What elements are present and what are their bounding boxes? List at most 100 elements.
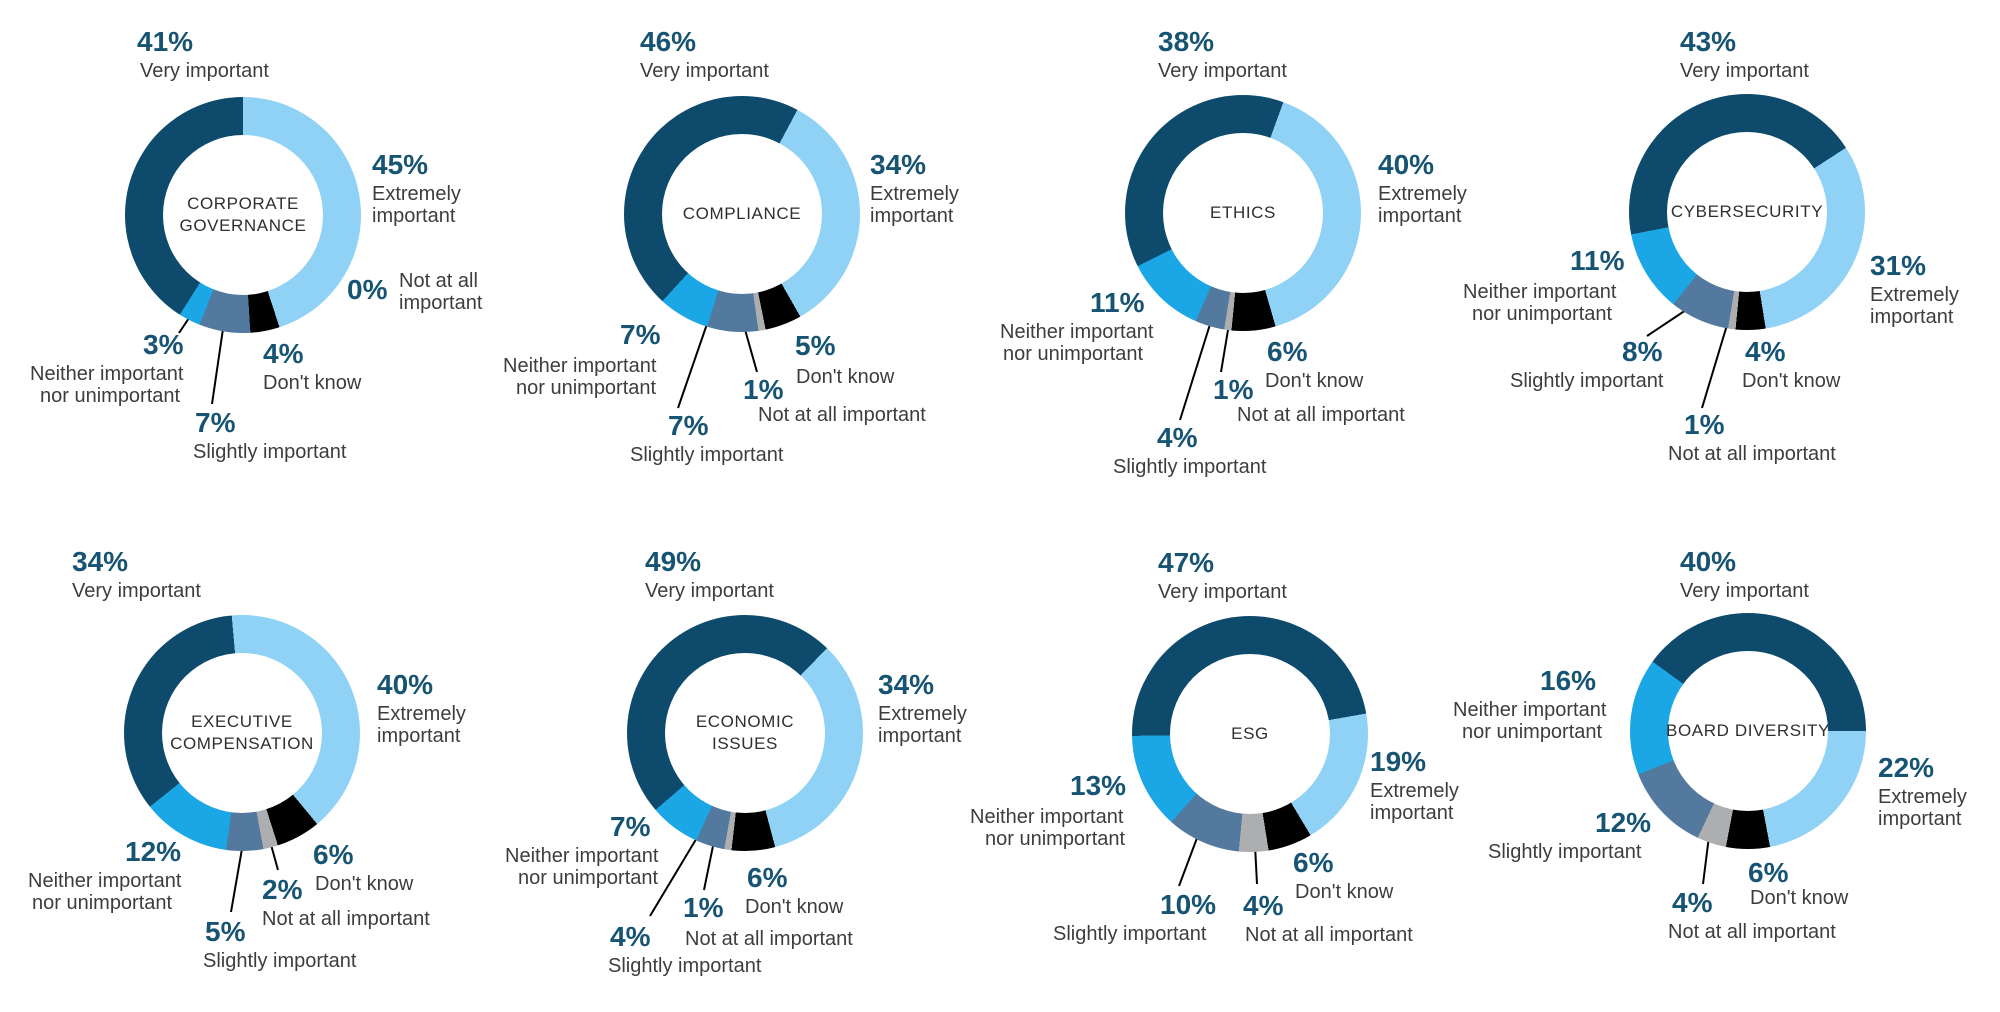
chart-center-title: COMPLIANCE [682,204,802,223]
donut-hole-cybersecurity: CYBERSECURITY [1667,132,1827,292]
category-label: Slightly important [1510,370,1664,392]
category-label: Very important [645,580,774,602]
donut-hole-corporate-governance: CORPORATE GOVERNANCE [163,135,323,295]
category-label: Not at all important [1668,443,1836,465]
percent-label: 41% [137,26,194,57]
category-label: nor unimportant [32,892,173,914]
percent-label: 6% [1748,857,1789,888]
category-label: nor unimportant [516,377,657,399]
category-label: nor unimportant [518,867,659,889]
percent-label: 43% [1680,26,1737,57]
percent-label: 4% [1745,336,1786,367]
percent-label: 1% [683,892,724,923]
percent-label: 38% [1158,26,1215,57]
percent-label: 40% [1680,546,1737,577]
category-label: Slightly important [203,950,357,972]
percent-label: 40% [1378,149,1435,180]
category-label: Not at all important [758,404,926,426]
percent-label: 16% [1540,665,1597,696]
category-label: important [372,205,456,227]
percent-label: 5% [205,916,246,947]
category-label: Very important [1158,581,1287,603]
category-label: Very important [640,60,769,82]
percent-label: 45% [372,149,429,180]
percent-label: 1% [743,374,784,405]
leader-line [1646,307,1690,337]
category-label: Extremely [878,703,967,725]
chart-center-title: ECONOMIC [695,712,795,731]
chart-center-title: GOVERNANCE [179,216,307,235]
leader-line [677,323,708,409]
leader-line [743,325,758,373]
category-label: Neither important [28,870,182,892]
category-label: important [1370,802,1454,824]
category-label: Very important [1680,60,1809,82]
donut-hole-ethics: ETHICS [1163,133,1323,293]
category-label: Not at all [399,270,478,292]
category-label: Neither important [970,806,1124,828]
category-label: nor unimportant [1003,343,1144,365]
category-label: Not at all important [1245,924,1413,946]
category-label: Don't know [1295,881,1394,903]
leader-line [1702,835,1710,885]
percent-label: 10% [1160,889,1217,920]
percent-label: 7% [610,811,651,842]
category-label: Slightly important [193,441,347,463]
donut-hole-executive-compensation: EXECUTIVE COMPENSATION [162,653,322,813]
percent-label: 3% [143,329,184,360]
percent-label: 34% [72,546,129,577]
category-label: Slightly important [1488,841,1642,863]
category-label: Slightly important [1053,923,1207,945]
percent-label: 6% [747,862,788,893]
category-label: Neither important [1463,281,1617,303]
category-label: Extremely [1870,284,1959,306]
leader-line [703,840,715,891]
category-label: Extremely [1378,183,1467,205]
category-label: Neither important [503,355,657,377]
percent-label: 12% [1595,807,1652,838]
category-label: Extremely [870,183,959,205]
percent-label: 47% [1158,547,1215,578]
category-label: Don't know [263,372,362,394]
percent-label: 34% [878,669,935,700]
category-label: Don't know [1742,370,1841,392]
percent-label: 40% [377,669,434,700]
category-label: Don't know [1265,370,1364,392]
category-label: Extremely [1370,780,1459,802]
percent-label: 22% [1878,752,1935,783]
category-label: Not at all important [685,928,853,950]
percent-label: 1% [1213,374,1254,405]
percent-label: 4% [1243,890,1284,921]
category-label: nor unimportant [985,828,1126,850]
chart-center-title: ISSUES [712,734,778,753]
percent-label: 12% [125,836,182,867]
category-label: Slightly important [608,955,762,977]
category-label: important [1870,306,1954,328]
donut-hole-economic-issues: ECONOMIC ISSUES [665,653,825,813]
category-label: important [870,205,954,227]
category-label: nor unimportant [1462,721,1603,743]
percent-label: 6% [313,839,354,870]
category-label: Very important [140,60,269,82]
category-label: Neither important [1000,321,1154,343]
percent-label: 4% [263,338,304,369]
category-label: Very important [1158,60,1287,82]
category-label: important [878,725,962,747]
percent-label: 13% [1070,770,1127,801]
leader-line [1178,837,1198,887]
category-label: Neither important [505,845,659,867]
chart-center-title: COMPENSATION [170,734,314,753]
percent-label: 4% [1157,422,1198,453]
leader-line [211,321,225,405]
donut-hole-esg: ESG [1170,654,1330,814]
percent-label: 34% [870,149,927,180]
percent-label: 49% [645,546,702,577]
category-label: Extremely [372,183,461,205]
category-label: nor unimportant [1472,303,1613,325]
percent-label: 6% [1293,847,1334,878]
category-label: nor unimportant [40,385,181,407]
percent-label: 5% [795,330,836,361]
chart-center-title: EXECUTIVE [191,712,293,731]
percent-label: 8% [1622,336,1663,367]
